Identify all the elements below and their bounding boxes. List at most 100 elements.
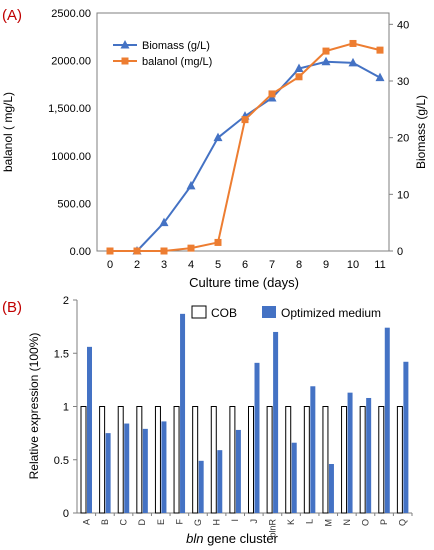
cob-bar <box>154 406 161 514</box>
panel-a-x-tick-label: 9 <box>323 259 329 271</box>
balanol-point <box>376 46 384 54</box>
panel-a-right-tick-label: 0 <box>397 246 403 258</box>
cob-bar <box>117 406 124 514</box>
panel-b-x-tick-label: J <box>249 519 259 524</box>
optimized-bar <box>105 433 111 513</box>
panel-a-x-tick-label: 8 <box>296 259 302 271</box>
panel-a-x-tick-label: 11 <box>374 259 385 271</box>
balanol-point <box>160 247 168 255</box>
panel-b-x-axis-title-rest: gene cluster <box>203 531 278 546</box>
balanol-point <box>106 247 114 255</box>
legend-label: balanol (mg/L) <box>142 56 212 68</box>
balanol-point <box>322 47 330 55</box>
optimized-bar <box>198 460 204 513</box>
series-line-biomass <box>136 60 381 252</box>
optimized-bar <box>161 421 167 513</box>
panel-a: (A) balanol ( mg/L) Biomass (g/L) Cultur… <box>1 7 428 290</box>
cob-bar <box>248 406 254 514</box>
panel-b-x-tick-label: A <box>81 519 91 525</box>
panel-a-x-tick-label: 4 <box>188 259 194 271</box>
cob-bar <box>303 406 310 514</box>
panel-a-left-axis-title: balanol ( mg/L) <box>1 92 15 172</box>
panel-b-x-tick-label: H <box>212 519 222 526</box>
cob-bar <box>229 406 236 514</box>
biomass-point <box>294 63 304 73</box>
optimized-bar <box>291 442 297 513</box>
legend-label: Optimized medium <box>281 306 381 320</box>
panel-b-x-tick-label: blnR <box>267 519 277 538</box>
optimized-bar <box>87 346 92 513</box>
cob-bar <box>99 406 106 514</box>
panel-a-right-tick-label: 30 <box>397 76 409 88</box>
legend-swatch-cob <box>191 305 207 319</box>
cob-bar <box>266 406 273 514</box>
panel-a-left-tick-label: 2500.00 <box>51 8 91 20</box>
biomass-point <box>348 57 358 67</box>
panel-a-x-tick-label: 0 <box>107 259 113 271</box>
panel-b-x-axis-title-italic: bln <box>186 531 203 546</box>
panel-a-left-tick-label: 0.00 <box>70 246 91 258</box>
balanol-point <box>268 90 276 98</box>
panel-b-x-tick-label: P <box>379 519 389 525</box>
panel-a-x-axis-title: Culture time (days) <box>189 275 299 290</box>
optimized-bar <box>235 429 241 513</box>
panel-a-right-tick-label: 10 <box>397 189 409 201</box>
panel-b-x-tick-label: K <box>286 519 296 525</box>
panel-a-left-tick-label: 1000.00 <box>51 151 91 163</box>
panel-a-x-tick-label: 2 <box>134 259 140 271</box>
cob-bar <box>192 406 199 514</box>
panel-a-left-tick-label: 500.00 <box>57 198 91 210</box>
cob-bar <box>341 406 348 514</box>
optimized-bar <box>142 428 148 513</box>
panel-b-x-tick-label: N <box>342 519 352 526</box>
optimized-bar <box>310 386 316 513</box>
panel-b-x-tick-label: O <box>360 519 370 526</box>
panel-a-right-tick-label: 40 <box>397 19 409 31</box>
panel-a-right-tick-label: 20 <box>397 133 409 145</box>
panel-a-plot-frame <box>96 12 390 252</box>
biomass-point <box>375 72 385 82</box>
panel-a-x-tick-label: 5 <box>215 259 221 271</box>
balanol-point <box>295 73 303 81</box>
panel-a-x-tick-label: 3 <box>161 259 167 271</box>
optimized-bar <box>328 464 334 513</box>
panel-b-x-tick-label: G <box>193 519 203 526</box>
panel-a-left-tick-label: 2000.00 <box>51 56 91 68</box>
panel-b-x-tick-label: E <box>156 519 166 525</box>
biomass-point <box>213 132 223 142</box>
cob-bar <box>285 406 292 514</box>
series-line-balanol <box>110 42 381 252</box>
optimized-bar <box>254 362 260 513</box>
balanol-point <box>133 247 141 255</box>
cob-bar <box>378 406 385 514</box>
panel-b-y-tick-label: 2 <box>63 295 69 307</box>
balanol-point <box>214 238 222 246</box>
cob-bar <box>173 406 180 514</box>
cob-bar <box>322 406 329 514</box>
panel-b-y-axis-title: Relative expression (100%) <box>27 333 41 480</box>
panel-b-x-tick-label: L <box>305 519 315 524</box>
legend-label: COB <box>211 306 237 320</box>
panel-b-x-tick-label: M <box>323 519 333 527</box>
balanol-point <box>187 244 195 252</box>
panel-b-y-tick-label: 0.5 <box>54 455 69 467</box>
panel-b-y-tick-label: 1 <box>63 402 69 414</box>
optimized-bar <box>124 423 130 513</box>
optimized-bar <box>366 397 372 513</box>
legend-marker <box>120 40 130 49</box>
cob-bar <box>359 406 366 514</box>
panel-b-x-tick-label: I <box>230 519 240 522</box>
panel-b-x-tick-label: B <box>100 519 110 525</box>
panel-b-y-tick-label: 1.5 <box>54 348 69 360</box>
panel-a-right-axis-title: Biomass (g/L) <box>414 95 428 169</box>
optimized-bar <box>217 450 223 513</box>
panel-a-x-tick-label: 10 <box>347 259 359 271</box>
optimized-bar <box>403 361 409 513</box>
cob-bar <box>80 406 87 514</box>
biomass-point <box>159 217 169 227</box>
optimized-bar <box>384 327 390 513</box>
cob-bar <box>210 406 217 514</box>
cob-bar <box>396 406 403 514</box>
panel-a-left-tick-label: 1,500.00 <box>48 103 91 115</box>
biomass-point <box>321 56 331 66</box>
